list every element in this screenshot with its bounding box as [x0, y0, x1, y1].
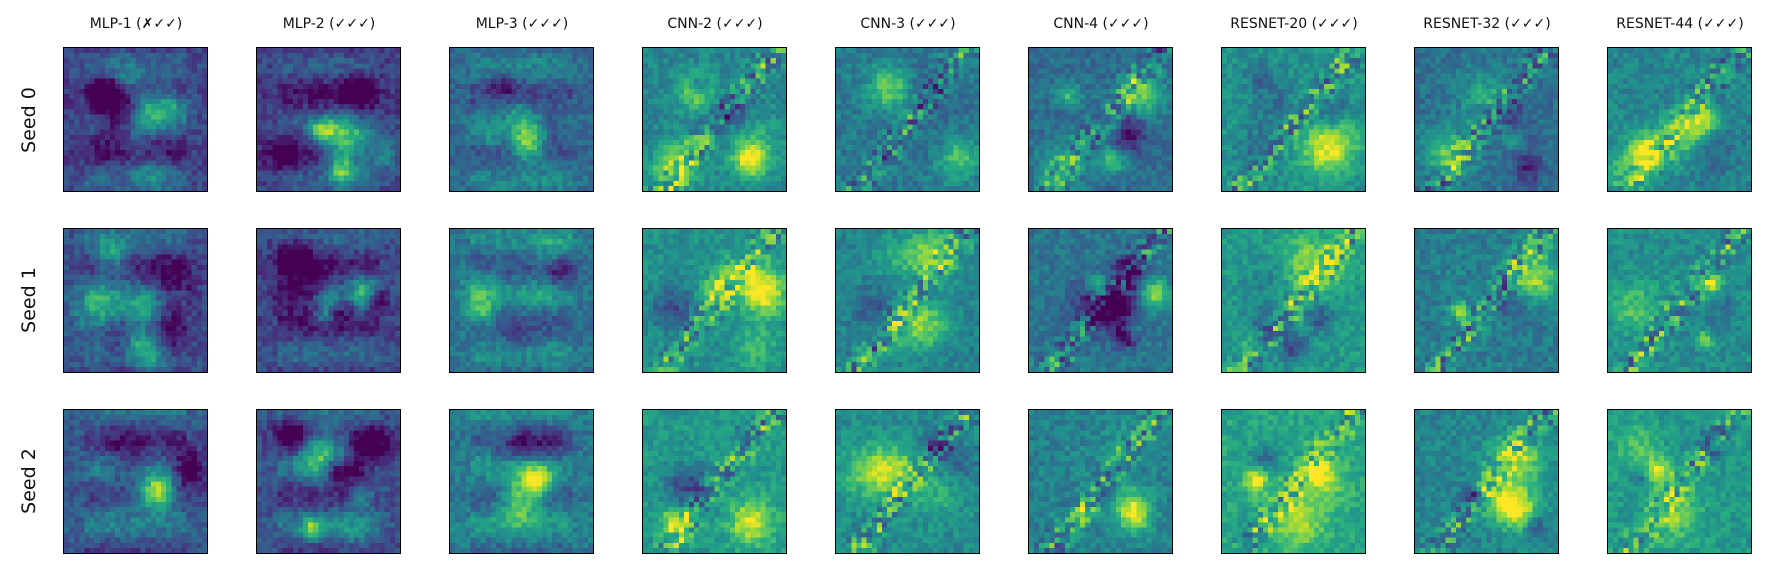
saliency-map-panel: [256, 228, 401, 373]
saliency-map-image: [1608, 410, 1751, 553]
saliency-map-panel: [835, 228, 980, 373]
saliency-map-panel: [1607, 409, 1752, 554]
saliency-map-panel: [63, 47, 208, 192]
saliency-map-panel: [63, 228, 208, 373]
saliency-map-image: [450, 229, 593, 372]
saliency-map-image: [643, 48, 786, 191]
saliency-map-image: [836, 48, 979, 191]
saliency-map-image: [1415, 48, 1558, 191]
column-title-resnet-20: RESNET-20 (✓✓✓): [1230, 16, 1358, 32]
saliency-map-image: [450, 410, 593, 553]
saliency-map-image: [1222, 410, 1365, 553]
saliency-map-panel: [1414, 409, 1559, 554]
saliency-map-panel: [642, 409, 787, 554]
saliency-map-image: [836, 229, 979, 372]
saliency-map-image: [1608, 48, 1751, 191]
saliency-map-image: [64, 229, 207, 372]
saliency-map-image: [257, 229, 400, 372]
saliency-map-image: [1608, 229, 1751, 372]
saliency-map-image: [1029, 410, 1172, 553]
saliency-map-image: [1415, 410, 1558, 553]
saliency-map-panel: [1221, 228, 1366, 373]
saliency-map-image: [257, 48, 400, 191]
saliency-map-panel: [1607, 47, 1752, 192]
column-title-mlp-1: MLP-1 (✗✓✓): [89, 16, 183, 32]
saliency-map-panel: [642, 47, 787, 192]
saliency-map-panel: [449, 409, 594, 554]
column-title-cnn-3: CNN-3 (✓✓✓): [860, 16, 956, 32]
saliency-map-panel: [256, 47, 401, 192]
saliency-map-panel: [63, 409, 208, 554]
saliency-map-panel: [1221, 47, 1366, 192]
column-title-cnn-4: CNN-4 (✓✓✓): [1053, 16, 1149, 32]
column-title-cnn-2: CNN-2 (✓✓✓): [667, 16, 763, 32]
saliency-map-image: [1222, 48, 1365, 191]
column-title-resnet-44: RESNET-44 (✓✓✓): [1616, 16, 1744, 32]
saliency-map-panel: [1414, 47, 1559, 192]
saliency-map-panel: [1028, 409, 1173, 554]
saliency-map-panel: [642, 228, 787, 373]
column-title-resnet-32: RESNET-32 (✓✓✓): [1423, 16, 1551, 32]
saliency-map-image: [1029, 48, 1172, 191]
saliency-map-image: [643, 229, 786, 372]
saliency-map-panel: [1414, 228, 1559, 373]
saliency-map-panel: [835, 47, 980, 192]
saliency-map-panel: [1607, 228, 1752, 373]
saliency-map-panel: [256, 409, 401, 554]
saliency-map-image: [643, 410, 786, 553]
saliency-map-panel: [449, 228, 594, 373]
saliency-map-image: [64, 48, 207, 191]
saliency-map-image: [257, 410, 400, 553]
row-label-seed-0: Seed 0: [18, 87, 40, 153]
saliency-map-panel: [1028, 47, 1173, 192]
saliency-map-panel: [449, 47, 594, 192]
saliency-map-image: [64, 410, 207, 553]
saliency-map-image: [1029, 229, 1172, 372]
saliency-map-image: [1222, 229, 1365, 372]
column-title-mlp-2: MLP-2 (✓✓✓): [282, 16, 376, 32]
saliency-map-image: [836, 410, 979, 553]
row-label-seed-1: Seed 1: [18, 267, 40, 333]
saliency-map-panel: [1028, 228, 1173, 373]
row-label-seed-2: Seed 2: [18, 448, 40, 514]
saliency-map-image: [1415, 229, 1558, 372]
saliency-map-panel: [1221, 409, 1366, 554]
saliency-map-image: [450, 48, 593, 191]
saliency-map-panel: [835, 409, 980, 554]
column-title-mlp-3: MLP-3 (✓✓✓): [475, 16, 569, 32]
